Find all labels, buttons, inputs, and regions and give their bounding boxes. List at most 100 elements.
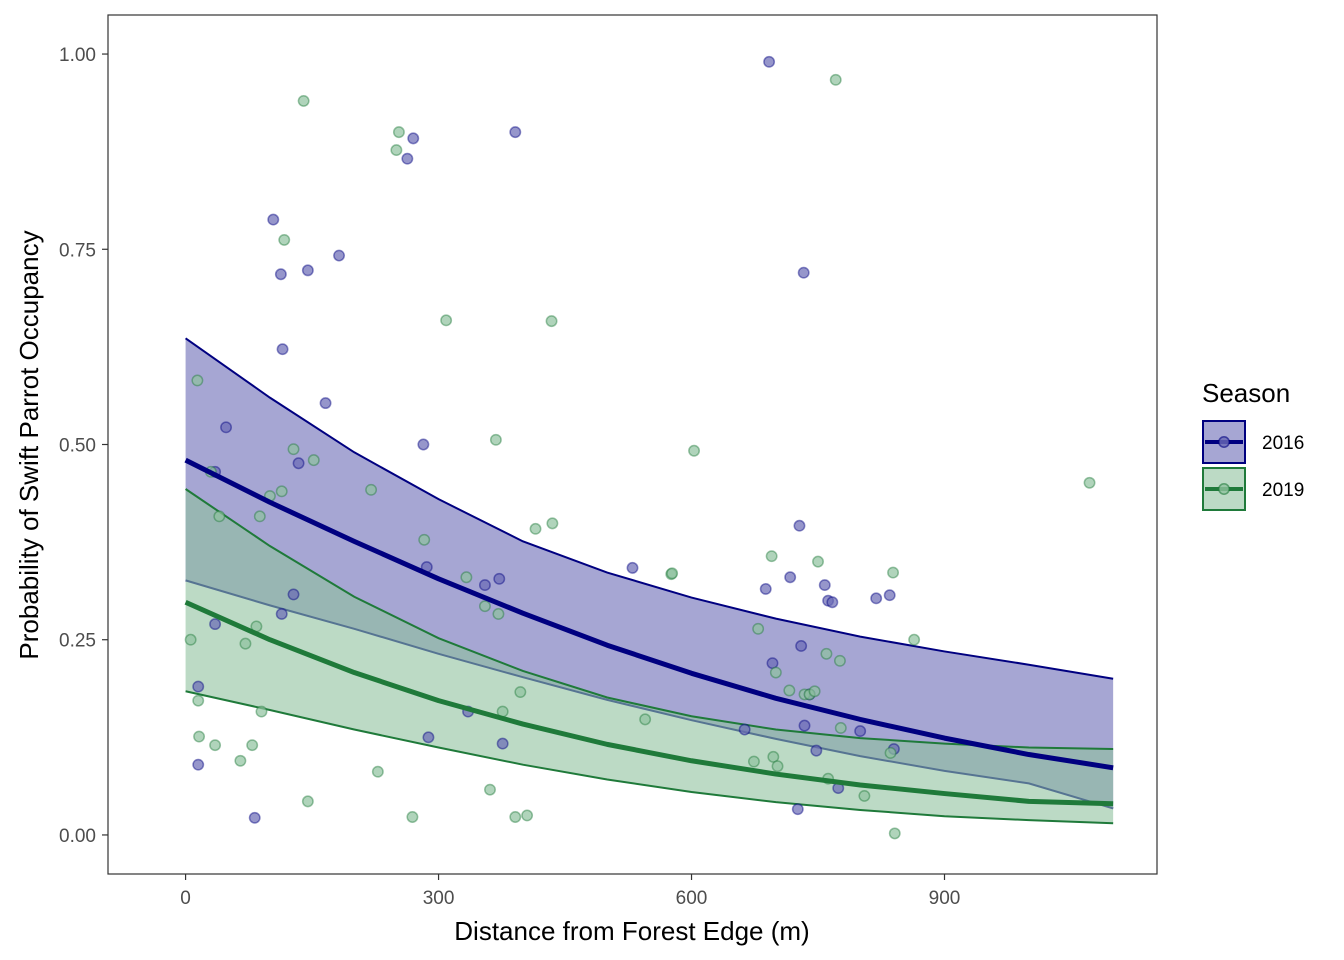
point-2019 [440,314,453,327]
point-2016 [738,723,751,736]
point-2019 [492,608,505,620]
point-2016 [276,343,289,356]
band-2016 [185,338,1114,809]
point-2019 [514,686,527,698]
point-2016 [854,725,867,738]
point-2019 [521,809,534,822]
y-tick-label: 0.00 [59,826,96,847]
point-2016 [798,719,811,732]
x-tick-label: 900 [929,888,961,909]
point-2019 [1083,476,1096,489]
point-2019 [191,374,204,387]
point-2019 [509,811,522,823]
fit-line-2019 [184,599,1114,807]
legend-title: Season [1202,378,1290,408]
point-2016 [793,519,806,532]
y-axis-title: Probability of Swift Parrot Occupancy [14,230,44,659]
point-2019 [234,754,247,767]
point-2016 [509,126,522,139]
data-points [184,55,1096,840]
legend: Season 2016 2019 [1202,378,1304,511]
point-2019 [192,694,205,707]
x-tick-label: 600 [676,888,708,909]
legend-item-2019: 2019 [1202,467,1304,511]
point-2016 [478,579,491,592]
point-2016 [319,397,332,410]
point-2019 [193,730,206,743]
point-2019 [365,483,378,496]
point-2016 [810,744,823,757]
point-2016 [287,588,300,601]
point-2019 [688,444,701,457]
y-tick-label: 0.75 [59,240,96,261]
point-2019 [297,94,310,107]
point-2019 [783,684,796,697]
point-2019 [546,517,559,530]
y-axis: 0.00 0.25 0.50 0.75 1.00 [59,45,108,847]
point-2016 [292,457,305,470]
point-2016 [818,579,831,592]
point-2019 [639,713,652,726]
point-2019 [478,600,491,613]
fit-lines [184,457,1114,807]
point-2016 [192,680,205,693]
point-2019 [808,685,821,698]
confidence-bands [185,337,1114,825]
point-2019 [213,510,226,523]
point-2016 [870,592,883,605]
point-2019 [209,739,222,752]
point-2016 [417,438,430,451]
point-2016 [766,657,779,670]
point-2019 [246,739,259,752]
point-2016 [301,264,314,277]
point-2019 [418,533,431,546]
point-2016 [784,571,797,584]
point-2016 [422,731,435,744]
legend-label-2019: 2019 [1262,480,1304,501]
point-2019 [184,633,197,646]
point-2016 [267,213,280,226]
point-2019 [278,233,291,246]
point-2019 [275,485,288,498]
point-2016 [401,152,414,165]
point-2016 [626,561,639,574]
point-2016 [826,596,839,609]
x-tick-label: 300 [423,888,455,909]
point-2019 [765,550,778,563]
point-2019 [406,811,419,823]
point-2019 [820,647,833,660]
point-2016 [797,266,810,279]
point-2019 [752,622,765,635]
x-tick-label: 0 [180,888,191,909]
point-2016 [192,758,205,771]
point-2016 [274,268,287,281]
y-tick-label: 0.50 [59,436,96,457]
point-2019 [489,433,502,446]
point-2019 [747,755,760,768]
legend-key-point-2016 [1218,436,1230,448]
point-2019 [371,765,384,778]
point-2019 [908,633,921,646]
point-2016 [209,618,222,631]
legend-key-point-2019 [1218,483,1230,495]
y-tick-label: 0.25 [59,631,96,652]
point-2016 [248,811,261,824]
x-axis-title: Distance from Forest Edge (m) [454,916,809,946]
point-2019 [812,555,824,568]
point-2019 [253,510,266,523]
point-2016 [407,132,420,145]
point-2016 [763,55,776,68]
point-2019 [392,126,405,139]
x-axis: 0 300 600 900 [180,874,960,909]
point-2016 [275,608,288,620]
point-2019 [829,73,842,86]
point-2019 [239,637,252,650]
point-2019 [769,666,782,679]
point-2016 [759,583,772,595]
point-2016 [883,589,896,602]
fit-line-2016 [184,457,1114,771]
y-tick-label: 1.00 [59,45,96,66]
legend-item-2016: 2016 [1202,420,1304,464]
point-2019 [888,827,901,840]
